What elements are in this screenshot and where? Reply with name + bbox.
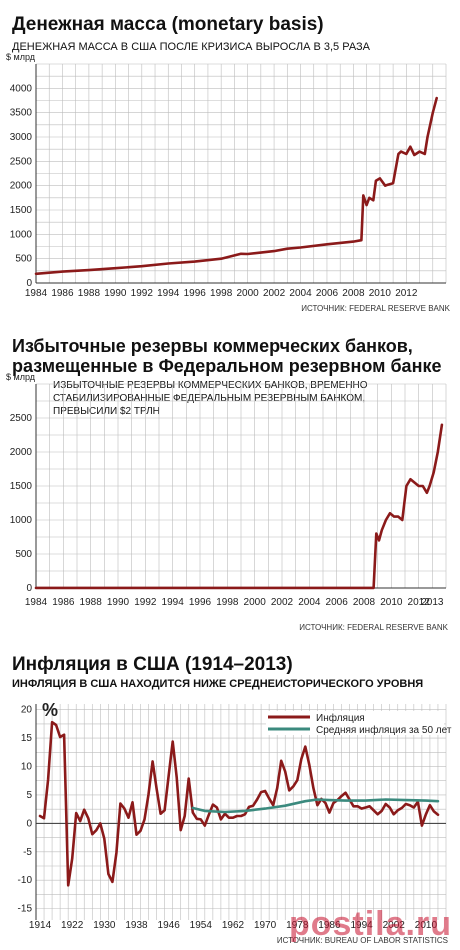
x-tick-label: 1970 bbox=[254, 920, 277, 931]
y-tick-label: 3500 bbox=[10, 108, 33, 119]
chart2-subtitle-line2: СТАБИЛИЗИРОВАННЫЕ ФЕДЕРАЛЬНЫМ РЕЗЕРВНЫМ … bbox=[53, 393, 366, 404]
y-axis-label: $ млрд bbox=[6, 372, 36, 382]
y-tick-label: 3000 bbox=[10, 132, 33, 143]
panel-inflation: Инфляция в США (1914–2013) ИНФЛЯЦИЯ В СШ… bbox=[0, 636, 460, 950]
x-tick-label: 2000 bbox=[244, 597, 267, 608]
x-tick-label: 1994 bbox=[157, 288, 180, 299]
chart1-source: ИСТОЧНИК: FEDERAL RESERVE BANK bbox=[301, 304, 450, 313]
chart2-title-line1: Избыточные резервы коммерческих банков, bbox=[12, 336, 413, 356]
series-line-average bbox=[191, 798, 440, 814]
y-tick-label: 2000 bbox=[10, 447, 33, 458]
x-tick-label: 1984 bbox=[25, 288, 48, 299]
x-tick-label: 2002 bbox=[263, 288, 286, 299]
chart1-svg: 0 500 1000 1500 2000 2500 3000 3500 4000 $ млрд 19… bbox=[6, 52, 447, 299]
y-tick-label: 1500 bbox=[10, 481, 33, 492]
y-tick-label: 1500 bbox=[10, 205, 33, 216]
chart2-source: ИСТОЧНИК: FEDERAL RESERVE BANK bbox=[299, 623, 448, 632]
y-tick-label: -5 bbox=[23, 847, 32, 858]
chart3-svg: -15 -10 -5 0 5 10 15 20 % 1914 1922 1930 1938 1946 195… bbox=[18, 700, 452, 931]
x-tick-label: 1988 bbox=[80, 597, 103, 608]
x-tick-label: 2004 bbox=[289, 288, 312, 299]
chart1-subtitle: ДЕНЕЖНАЯ МАССА В США ПОСЛЕ КРИЗИСА ВЫРОС… bbox=[12, 41, 371, 53]
x-tick-label: 1996 bbox=[189, 597, 212, 608]
y-tick-label: 1000 bbox=[10, 229, 33, 240]
y-tick-label: 2500 bbox=[10, 413, 33, 424]
chart2-svg: 0 500 1000 1500 2000 2500 $ млрд 1984 1986 1988 19… bbox=[6, 372, 447, 608]
chart3-subtitle: ИНФЛЯЦИЯ В США НАХОДИТСЯ НИЖЕ СРЕДНЕИСТО… bbox=[12, 678, 424, 690]
series-line-main bbox=[34, 423, 444, 590]
y-tick-label: -10 bbox=[18, 875, 33, 886]
x-tick-label: 2002 bbox=[383, 920, 406, 931]
x-tick-label: 2012 bbox=[395, 288, 418, 299]
y-tick-label: 4000 bbox=[10, 83, 33, 94]
chart1-title: Денежная масса (monetary basis) bbox=[12, 14, 324, 35]
x-tick-label: 1938 bbox=[125, 920, 148, 931]
x-tick-label: 2000 bbox=[236, 288, 259, 299]
y-tick-label: 10 bbox=[21, 762, 33, 773]
y-tick-label: 20 bbox=[21, 705, 33, 716]
x-tick-label: 1994 bbox=[162, 597, 185, 608]
chart3-title: Инфляция в США (1914–2013) bbox=[12, 654, 293, 675]
x-tick-label: 2010 bbox=[415, 920, 438, 931]
y-tick-label: 0 bbox=[26, 278, 32, 289]
chart3-source: ИСТОЧНИК: BUREAU OF LABOR STATISTICS bbox=[276, 936, 448, 945]
x-tick-label: 1998 bbox=[210, 288, 233, 299]
x-tick-label: 1930 bbox=[93, 920, 116, 931]
x-tick-label: 1946 bbox=[158, 920, 181, 931]
legend-label: Инфляция bbox=[316, 712, 365, 724]
chart2-subtitle-line3: ПРЕВЫСИЛИ $2 ТРЛН bbox=[53, 406, 160, 417]
panel-monetary-base: Денежная масса (monetary basis) ДЕНЕЖНАЯ… bbox=[0, 0, 460, 318]
y-tick-label: 500 bbox=[15, 549, 32, 560]
x-tick-label: 2012 bbox=[408, 597, 431, 608]
y-tick-label: 15 bbox=[21, 733, 33, 744]
y-tick-label: 5 bbox=[26, 790, 32, 801]
y-tick-label: 2500 bbox=[10, 156, 33, 167]
y-tick-label: 500 bbox=[15, 254, 32, 265]
x-tick-label: 1992 bbox=[134, 597, 157, 608]
x-tick-label: 1978 bbox=[286, 920, 309, 931]
x-tick-label: 1986 bbox=[318, 920, 341, 931]
x-tick-label: 1986 bbox=[51, 288, 74, 299]
y-tick-label: -15 bbox=[18, 904, 33, 915]
x-tick-label: 2008 bbox=[342, 288, 365, 299]
x-tick-label: 2006 bbox=[316, 288, 339, 299]
x-tick-label: 2008 bbox=[353, 597, 376, 608]
legend-bg bbox=[266, 723, 444, 735]
watermark-logo: postila.ru bbox=[288, 905, 452, 943]
x-tick-label: 1992 bbox=[131, 288, 154, 299]
y-tick-label: 2000 bbox=[10, 181, 33, 192]
y-axis-label: $ млрд bbox=[6, 52, 36, 62]
x-tick-label: 2010 bbox=[369, 288, 392, 299]
x-tick-label: 1990 bbox=[104, 288, 127, 299]
x-tick-label: 1922 bbox=[61, 920, 84, 931]
x-tick-label: 2010 bbox=[380, 597, 403, 608]
x-tick-label: 1996 bbox=[184, 288, 207, 299]
x-tick-label: 1962 bbox=[222, 920, 245, 931]
x-tick-label: 1998 bbox=[216, 597, 239, 608]
x-tick-label: 1986 bbox=[52, 597, 75, 608]
x-tick-label: 1990 bbox=[107, 597, 130, 608]
series-line-main bbox=[34, 96, 439, 276]
x-tick-label: 1984 bbox=[25, 597, 48, 608]
x-tick-label: 2004 bbox=[298, 597, 321, 608]
series-line-main bbox=[38, 720, 440, 887]
x-tick-label: 1988 bbox=[78, 288, 101, 299]
chart2-subtitle-line1: ИЗБЫТОЧНЫЕ РЕЗЕРВЫ КОММЕРЧЕСКИХ БАНКОВ, … bbox=[53, 380, 368, 391]
x-tick-label: 2013 bbox=[421, 597, 444, 608]
legend-bg bbox=[266, 711, 444, 723]
y-axis-label: % bbox=[42, 700, 58, 720]
chart2-grid bbox=[35, 383, 447, 589]
panel-excess-reserves: Избыточные резервы коммерческих банков, … bbox=[0, 318, 460, 636]
legend-label: Средняя инфляция за 50 лет bbox=[316, 724, 452, 736]
x-tick-label: 2006 bbox=[326, 597, 349, 608]
x-tick-label: 2002 bbox=[271, 597, 294, 608]
chart1-grid bbox=[35, 63, 447, 284]
y-tick-label: 0 bbox=[26, 818, 32, 829]
x-tick-label: 1954 bbox=[190, 920, 213, 931]
x-tick-label: 1914 bbox=[29, 920, 52, 931]
y-tick-label: 0 bbox=[26, 583, 32, 594]
chart2-title-line2: размещенные в Федеральном резервном банк… bbox=[12, 356, 442, 376]
x-tick-label: 1994 bbox=[350, 920, 373, 931]
y-tick-label: 1000 bbox=[10, 515, 33, 526]
